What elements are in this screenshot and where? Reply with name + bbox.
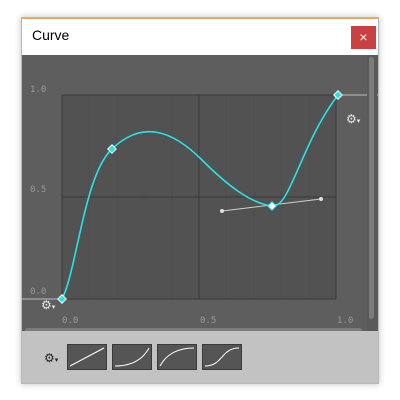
major-grid	[61, 94, 337, 300]
curve-editor-canvas[interactable]: 1.0 0.5 0.0 0.0 0.5 1.0 ⚙▾ ⚙▾	[22, 55, 378, 333]
post-wrap-settings-gear-icon[interactable]: ⚙▾	[346, 112, 361, 126]
preset-ease-in-curve-icon	[114, 347, 150, 367]
preset-ease-out[interactable]	[157, 344, 197, 370]
preset-ease-in-out[interactable]	[202, 344, 242, 370]
keyframe-selected[interactable]	[267, 201, 277, 211]
tangent-handle-right[interactable]	[319, 197, 323, 201]
preset-ease-in-out-curve-icon	[204, 347, 240, 367]
presets-bar: ⚙▾	[22, 331, 378, 383]
x-axis-label: 0.5	[200, 316, 217, 326]
pre-wrap-settings-gear-icon[interactable]: ⚙▾	[41, 298, 56, 312]
preset-linear-curve-icon	[69, 347, 105, 367]
x-axis-label: 0.0	[62, 316, 79, 326]
preset-ease-in[interactable]	[112, 344, 152, 370]
vertical-scrollbar-thumb[interactable]	[369, 57, 374, 319]
keyframes[interactable]	[57, 90, 343, 304]
close-button[interactable]: ×	[351, 26, 376, 49]
preset-linear[interactable]	[67, 344, 107, 370]
keyframe[interactable]	[107, 144, 117, 154]
presets-settings-gear-icon[interactable]: ⚙▾	[44, 351, 59, 365]
keyframe[interactable]	[333, 90, 343, 100]
y-axis-label: 0.5	[30, 185, 47, 195]
close-icon: ×	[359, 29, 368, 45]
preset-ease-out-curve-icon	[159, 347, 195, 367]
y-axis-label: 1.0	[30, 85, 47, 95]
window-title: Curve	[32, 27, 70, 43]
horizontal-scrollbar-thumb[interactable]	[25, 328, 362, 333]
keyframe[interactable]	[57, 294, 67, 304]
curve-graph[interactable]	[22, 55, 378, 331]
tangent-handle-left[interactable]	[220, 209, 224, 213]
curve-window: Curve ×	[21, 17, 379, 384]
y-axis-label: 0.0	[30, 287, 47, 297]
x-axis-label: 1.0	[337, 316, 354, 326]
title-bar[interactable]: Curve ×	[22, 18, 378, 55]
animation-curve[interactable]	[61, 94, 339, 300]
